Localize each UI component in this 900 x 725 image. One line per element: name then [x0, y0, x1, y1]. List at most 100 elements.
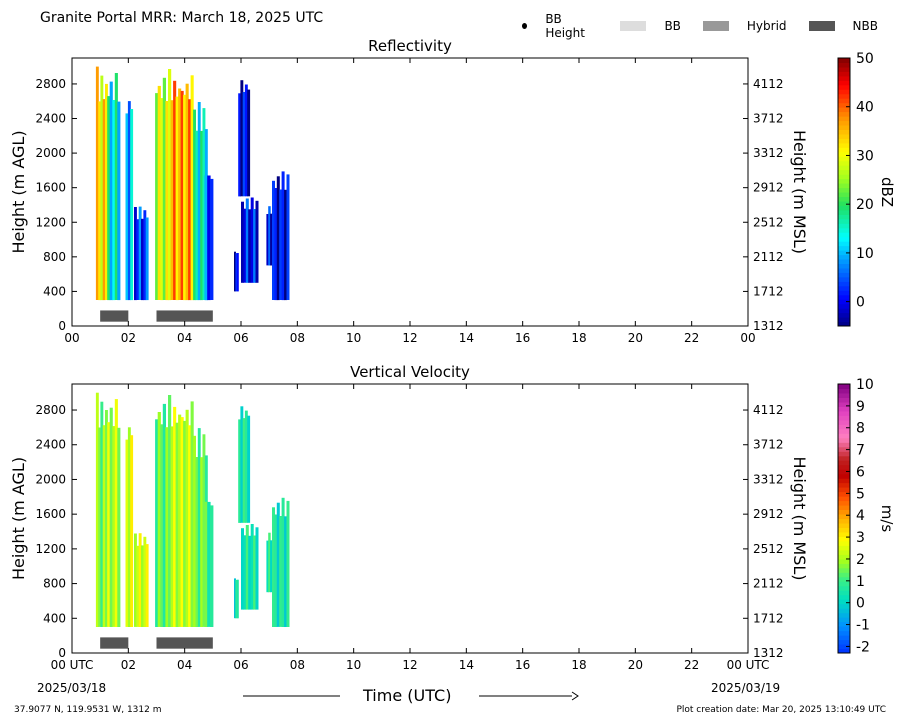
colorbar-segment: [838, 482, 850, 488]
colorbar-segment: [838, 218, 850, 224]
colorbar-segment: [838, 290, 850, 296]
echo-strip: [100, 75, 104, 301]
colorbar-tick-label: 10: [856, 246, 874, 262]
start-date-label: 2025/03/18: [37, 681, 107, 695]
colorbar-tick-label: 8: [856, 421, 865, 437]
echo-strip: [241, 201, 244, 283]
colorbar-segment: [838, 84, 850, 90]
y-tick-label: 2400: [35, 112, 66, 126]
colorbar-segment: [838, 424, 850, 430]
nbb-bar: [156, 637, 213, 649]
echo-column: [95, 392, 108, 627]
colorbar-segment: [838, 196, 850, 202]
echo-strip: [98, 427, 102, 627]
colorbar-segment: [838, 142, 850, 148]
colorbar-segment: [838, 446, 850, 452]
colorbar-segment: [838, 594, 850, 600]
echo-strip: [248, 535, 252, 610]
colorbar-segment: [838, 563, 850, 569]
legend-label: Hybrid: [746, 19, 787, 33]
echo-strip: [190, 75, 194, 301]
echo-strip: [235, 253, 238, 292]
echo-strip: [114, 399, 118, 627]
legend-item-bb: BB: [620, 19, 681, 33]
echo-strip: [130, 435, 134, 627]
echo-strip: [274, 188, 278, 301]
colorbar-segment: [838, 626, 850, 632]
colorbar-tick-label: -2: [856, 639, 870, 655]
echo-strip: [162, 77, 166, 300]
y-tick-label: 2400: [35, 438, 66, 452]
colorbar-segment: [838, 66, 850, 72]
colorbar-segment: [838, 111, 850, 117]
echo-strip: [130, 109, 134, 301]
echo-strip: [276, 176, 280, 301]
echo-strip: [272, 507, 275, 627]
colorbar-segment: [838, 165, 850, 171]
x-tick-label: 14: [459, 331, 474, 345]
colorbar-segment: [838, 545, 850, 551]
colorbar-segment: [838, 214, 850, 220]
y-tick-label-right: 3312: [753, 472, 784, 486]
echo-column: [204, 501, 214, 627]
colorbar-tick-label: 0: [856, 596, 865, 612]
echo-strip: [274, 514, 278, 627]
time-arrow-head-icon: [571, 691, 579, 701]
colorbar-tick-label: 30: [856, 148, 874, 164]
echo-strip: [127, 101, 131, 301]
echo-strip: [102, 425, 106, 627]
colorbar-segment: [838, 455, 850, 461]
y-tick-label: 0: [58, 319, 66, 333]
echo-strip: [95, 392, 99, 627]
echo-strip: [136, 545, 140, 627]
y-tick-label: 2800: [35, 77, 66, 91]
echo-strip: [210, 505, 214, 627]
echo-strip: [250, 197, 254, 283]
colorbar-segment: [838, 469, 850, 475]
colorbar-segment: [838, 549, 850, 555]
colorbar-segment: [838, 644, 850, 649]
echo-strip: [266, 214, 269, 266]
colorbar-segment: [838, 241, 850, 247]
colorbar-segment: [838, 648, 850, 654]
station-location: 37.9077 N, 119.9531 W, 1312 m: [14, 705, 162, 715]
echo-strip: [207, 175, 211, 301]
echo-column: [266, 206, 273, 266]
echo-strip: [243, 208, 247, 283]
x-tick-label: 16: [515, 331, 530, 345]
colorbar-segment: [838, 406, 850, 412]
echo-column: [170, 75, 194, 301]
echo-strip: [178, 414, 182, 627]
y-tick-label-right: 1312: [753, 646, 784, 660]
colorbar-segment: [838, 639, 850, 645]
echo-column: [170, 401, 194, 627]
echo-strip: [238, 419, 242, 523]
echo-strip: [276, 502, 280, 627]
echo-column: [234, 251, 239, 292]
colorbar-segment: [838, 116, 850, 122]
colorbar-segment: [838, 572, 850, 578]
y-tick-label-right: 4112: [753, 403, 784, 417]
colorbar-segment: [838, 388, 850, 394]
echo-strip: [250, 524, 254, 610]
figure-title: Granite Portal MRR: March 18, 2025 UTC: [40, 10, 324, 26]
echo-strip: [136, 219, 140, 300]
colorbar-segment: [838, 527, 850, 533]
echo-strip: [266, 540, 269, 593]
echo-strip: [193, 435, 196, 627]
bb-height-dot-icon: [522, 23, 528, 29]
echo-strip: [175, 422, 179, 627]
echo-strip: [240, 80, 244, 197]
echo-strip: [134, 207, 137, 301]
colorbar-segment: [838, 75, 850, 81]
y-tick-label-right: 2512: [753, 215, 784, 229]
echo-strip: [202, 108, 206, 300]
echo-strip: [165, 101, 169, 301]
echo-strip: [279, 516, 283, 627]
panel-title: Reflectivity: [368, 37, 452, 55]
x-tick-label: 04: [177, 331, 192, 345]
echo-column: [204, 175, 214, 301]
echo-strip: [197, 428, 201, 627]
bb-swatch: [620, 21, 647, 31]
echo-strip: [138, 206, 142, 300]
